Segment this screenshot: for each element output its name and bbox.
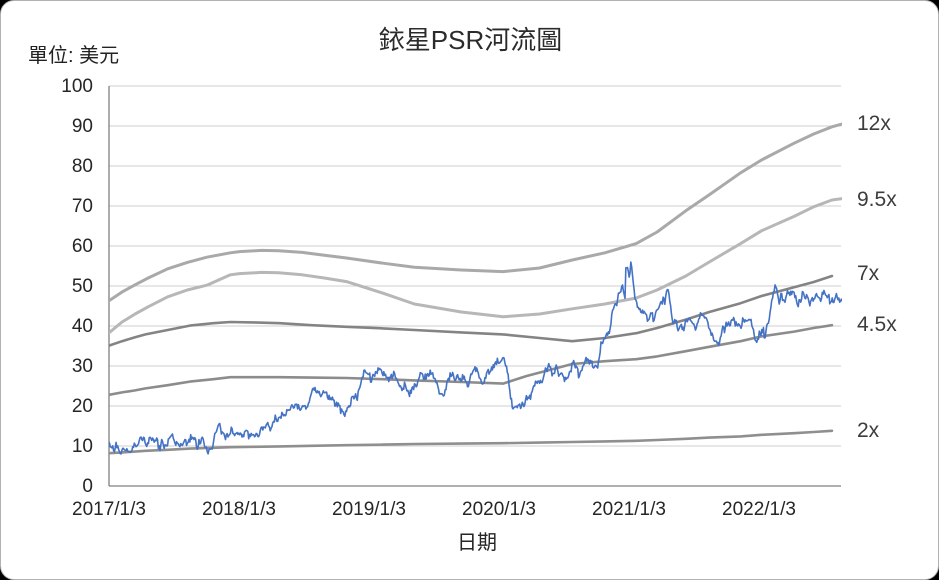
svg-text:70: 70 — [72, 196, 93, 217]
svg-text:30: 30 — [72, 356, 93, 377]
svg-text:2019/1/3: 2019/1/3 — [332, 499, 406, 520]
svg-text:4.5x: 4.5x — [857, 313, 897, 336]
svg-text:9.5x: 9.5x — [857, 188, 897, 211]
svg-text:2x: 2x — [857, 419, 880, 442]
svg-text:20: 20 — [72, 396, 93, 417]
svg-text:100: 100 — [61, 76, 93, 97]
svg-text:2022/1/3: 2022/1/3 — [722, 499, 796, 520]
svg-text:2018/1/3: 2018/1/3 — [202, 499, 276, 520]
svg-text:10: 10 — [72, 436, 93, 457]
svg-text:40: 40 — [72, 316, 93, 337]
svg-text:7x: 7x — [857, 262, 880, 285]
svg-text:2017/1/3: 2017/1/3 — [72, 499, 146, 520]
svg-text:50: 50 — [72, 276, 93, 297]
svg-text:12x: 12x — [857, 112, 891, 135]
svg-text:60: 60 — [72, 236, 93, 257]
svg-text:80: 80 — [72, 156, 93, 177]
svg-text:0: 0 — [82, 476, 93, 497]
svg-text:90: 90 — [72, 116, 93, 137]
svg-text:日期: 日期 — [457, 532, 497, 554]
svg-text:2020/1/3: 2020/1/3 — [462, 499, 536, 520]
svg-text:2021/1/3: 2021/1/3 — [592, 499, 666, 520]
